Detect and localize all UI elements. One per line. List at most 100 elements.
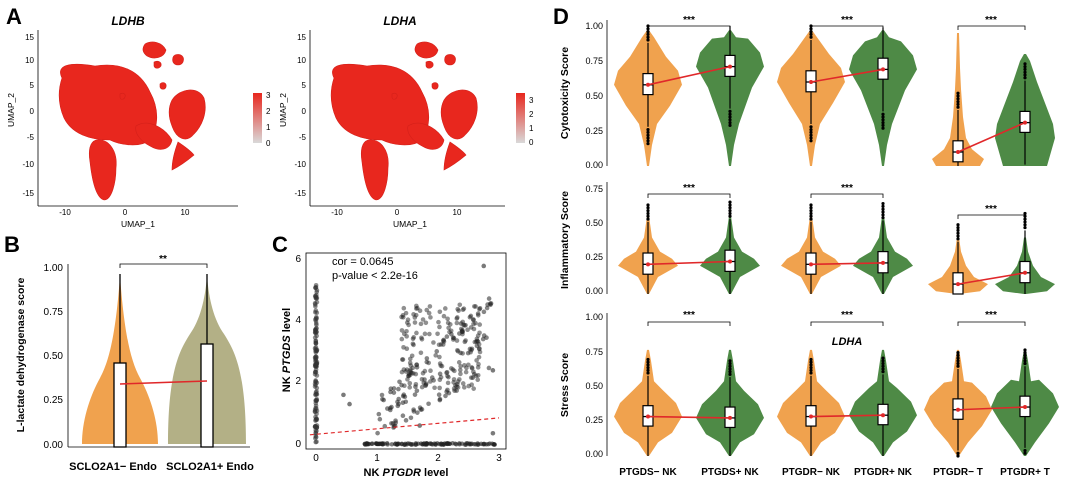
umap-ldha: LDHA 15 10 5 0 -5 -10 -15 -10 0 10 UMAP_… [278,14,534,229]
c-ytick: 6 [295,254,301,265]
scatter-point [475,372,481,378]
scatter-point [475,441,480,446]
scatter-point [455,306,461,312]
outlier-point [646,366,650,370]
scatter-point [314,295,320,301]
d-significance: *** [683,310,695,321]
outlier-point [646,363,650,367]
scatter-point [448,328,454,334]
outlier-point [728,364,732,368]
legend-tick: 3 [266,91,271,100]
scatter-point [455,348,461,354]
umap-ylabel: UMAP_2 [278,93,288,127]
outlier-point [881,356,885,360]
outlier-point [646,371,650,375]
umap-xtick: -10 [59,208,71,217]
outlier-point [809,133,813,137]
scatter-point [422,331,428,337]
scatter-point [450,337,456,342]
d-ytick: 0.25 [585,252,603,262]
outlier-point [646,206,650,210]
scatter-point [462,442,468,447]
scatter-point [470,317,476,323]
outlier-point [809,368,813,372]
outlier-point [1023,348,1027,352]
umap-ytick: 0 [302,107,307,116]
umap-xtick: -10 [331,208,343,217]
scatter-point [402,383,407,388]
scatter-point [389,442,395,447]
c-ytick: 0 [295,439,301,450]
outlier-point [956,100,960,104]
median-point [956,407,960,412]
outlier-point [881,112,885,116]
scatter-point [469,441,474,446]
scatter-point [460,319,466,325]
outlier-point [809,128,813,132]
median-point [881,413,885,418]
median-point [809,262,813,267]
scatter-point [388,389,393,395]
scatter-point [313,348,318,354]
d-ytick: 0.50 [585,91,603,101]
median-trend [647,415,731,419]
outlier-point [809,209,813,213]
outlier-point [809,211,813,216]
outlier-point [646,368,650,372]
d-xtick: PTGDR+ T [1000,467,1050,478]
scatter-point [445,380,451,386]
scatter-point [413,381,419,387]
median-trend [810,68,884,83]
d-ytick: 1.00 [585,21,603,31]
d-significance: *** [985,310,997,321]
scatter-point [419,384,425,390]
umap-ytick: -15 [22,189,34,198]
scatter-point [451,377,457,382]
d-ytick: 0.25 [585,126,603,136]
outlier-point [809,217,813,221]
outlier-point [1023,76,1027,80]
b-xtick: SCLO2A1+ Endo [166,461,254,473]
panel-b: 1.00 0.75 0.50 0.25 0.00 L-lactate dehyd… [15,254,254,473]
umap-xlabel: UMAP_1 [121,219,155,229]
outlier-point [881,364,885,368]
outlier-point [646,209,650,213]
umap-ytick: 5 [302,81,307,90]
outlier-point [646,217,650,221]
trend-b [119,380,208,385]
scatter-point [397,379,402,385]
panel-c: cor = 0.0645 p-value < 2.2e-16 6 4 2 0 0… [281,252,507,479]
umap-ytick: -10 [22,160,34,169]
scatter-point [433,353,439,358]
c-pvalue: p-value < 2.2e-16 [332,270,418,282]
umap-ytick: 15 [297,33,306,42]
scatter-point [441,313,447,319]
outlier-point [809,35,813,39]
b-ytick: 1.00 [44,263,64,274]
outlier-point [728,123,732,127]
d-ytick: 0.25 [585,415,603,425]
scatter-point [403,310,409,316]
scatter-point [453,441,458,446]
umap-xtick: 0 [123,208,128,217]
d-xtick: PTGDR− NK [782,467,841,478]
scatter-point [434,349,440,354]
outlier-point [1023,217,1027,221]
outlier-point [881,118,885,122]
d-significance: *** [985,15,997,26]
outlier-point [809,366,813,370]
panel-label-d: D [553,4,569,29]
d-significance: *** [683,183,695,194]
median-point [881,67,885,72]
scatter-point [460,307,466,313]
outlier-point [881,121,885,125]
outlier-point [881,126,885,130]
outlier-point [956,234,960,238]
scatter-point [445,316,450,322]
scatter-point [471,369,476,375]
scatter-point [418,321,424,327]
scatter-point [417,423,423,428]
outlier-point [881,367,885,371]
scatter-point [377,416,383,422]
outlier-point [956,356,960,360]
